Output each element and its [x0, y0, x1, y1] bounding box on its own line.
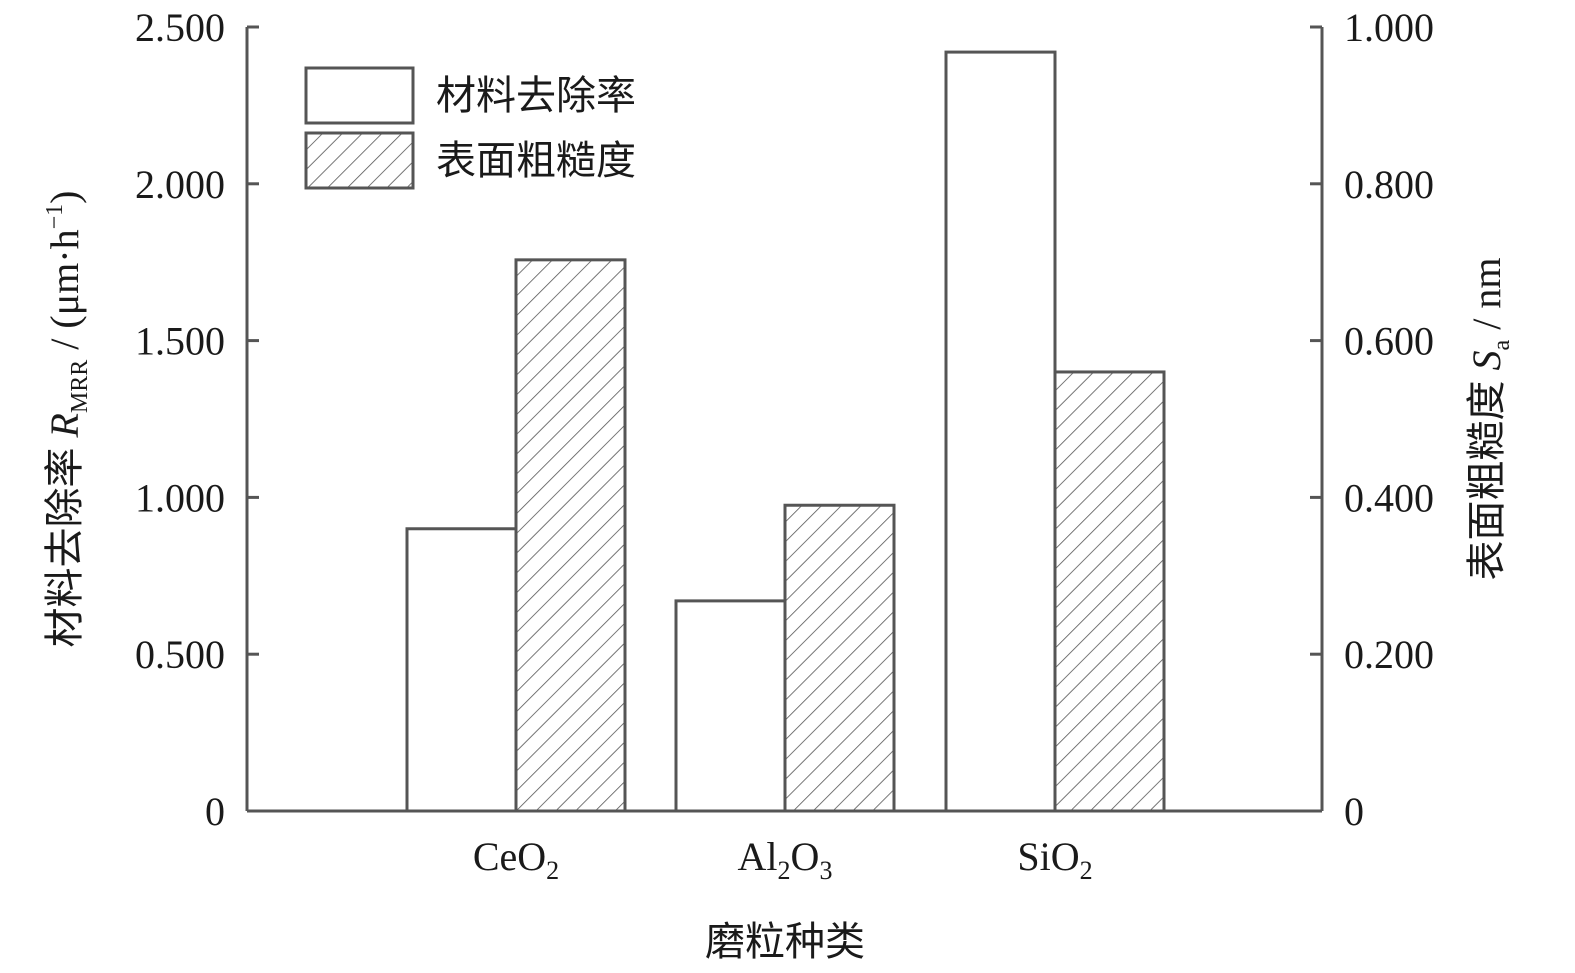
legend-swatch-roughness — [304, 131, 415, 190]
y-left-tick-label: 0 — [205, 789, 225, 834]
x-tick-label: Al2​O3​ — [738, 834, 833, 885]
y-axis-right-title: 表面粗糙度 Sa / nm — [1464, 258, 1515, 581]
y-right-tick-label: 0.800 — [1344, 162, 1434, 207]
x-tick-label: CeO2​ — [473, 834, 559, 885]
y-left-tick-label: 1.500 — [135, 319, 225, 364]
legend-swatch-removal-rate — [304, 66, 415, 125]
bar-roughness-1 — [783, 503, 896, 813]
axis-titles: 磨粒种类 材料去除率 RMRR / (μm·h−1) 表面粗糙度 Sa / nm — [42, 191, 1515, 964]
y-right-tick-label: 1.000 — [1344, 5, 1434, 50]
bar-removal-rate-0 — [405, 527, 518, 813]
legend-label-roughness: 表面粗糙度 — [436, 138, 636, 183]
bar-roughness-0 — [514, 258, 627, 813]
y-right-tick-label: 0.600 — [1344, 319, 1434, 364]
ticks-group: 0 0.500 1.000 1.500 2.000 2.500 0 0.200 0.400 0.6… — [135, 5, 1434, 885]
bar-roughness-2 — [1053, 370, 1166, 813]
y-left-tick-label: 2.000 — [135, 162, 225, 207]
y-right-tick-label: 0.400 — [1344, 475, 1434, 520]
y-right-tick-label: 0 — [1344, 789, 1364, 834]
bars-group — [405, 50, 1166, 813]
bar-removal-rate-2 — [944, 50, 1057, 813]
bar-removal-rate-1 — [674, 599, 787, 813]
axes-group — [245, 27, 1324, 813]
y-right-tick-label: 0.200 — [1344, 632, 1434, 677]
legend-label-removal-rate: 材料去除率 — [436, 73, 636, 118]
x-axis-title: 磨粒种类 — [705, 919, 865, 964]
y-axis-left-title: 材料去除率 RMRR / (μm·h−1) — [42, 191, 93, 648]
y-left-tick-label: 0.500 — [135, 632, 225, 677]
x-tick-label: SiO2​ — [1017, 834, 1092, 885]
y-left-tick-label: 1.000 — [135, 475, 225, 520]
y-left-tick-label: 2.500 — [135, 5, 225, 50]
